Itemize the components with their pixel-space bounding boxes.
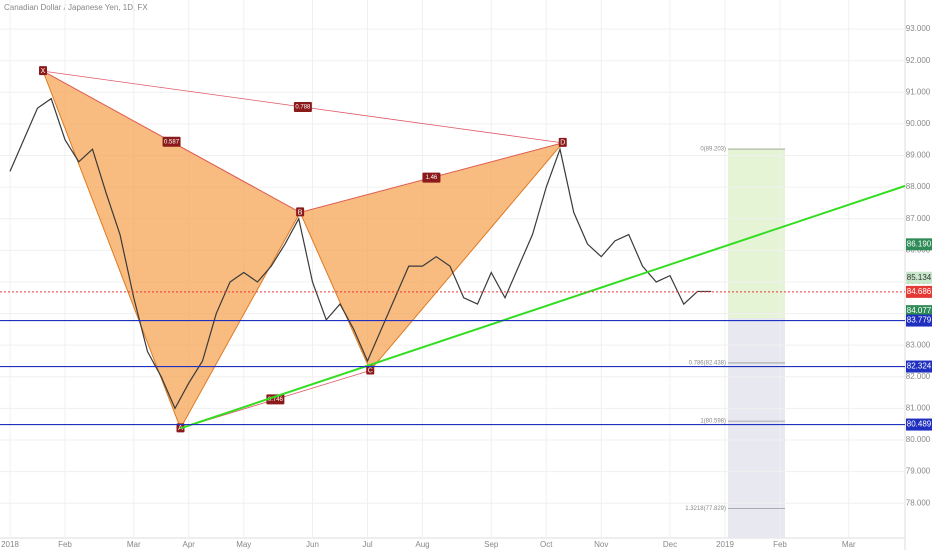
price-line [9, 97, 712, 410]
price-tag-label: 84.077 [907, 306, 932, 315]
point-badge [39, 66, 47, 76]
y-tick-label: 91.000 [906, 87, 931, 96]
y-tick-label: 88.000 [906, 182, 931, 191]
x-tick-label: Jul [362, 540, 372, 549]
position-profit-zone [728, 148, 785, 318]
ratio-label: 0.587 [164, 139, 180, 145]
ratio-badge [266, 394, 285, 405]
x-tick-label: Feb [773, 540, 787, 549]
y-tick-label: 78.000 [906, 498, 931, 507]
y-tick-label: 82.000 [906, 372, 931, 381]
x-tick-label: Dec [663, 540, 677, 549]
price-tag [906, 360, 932, 373]
price-tag [906, 238, 932, 251]
x-tick-label: Jun [306, 540, 319, 549]
x-tick-label: Aug [415, 540, 429, 549]
y-tick-label: 83.000 [906, 340, 931, 349]
point-badge [558, 137, 567, 147]
price-tag [906, 305, 932, 318]
ratio-label: 0.788 [295, 105, 311, 111]
x-tick-label: Apr [183, 540, 196, 549]
y-tick-label: 89.000 [906, 151, 931, 160]
ratio-label: 1.46 [426, 175, 438, 181]
fib-label: 0(89.203) [700, 147, 726, 153]
chart-title: Canadian Dollar / Japanese Yen, 1D, FX [4, 3, 148, 12]
price-tag-label: 85.134 [907, 273, 932, 282]
x-tick-label: Mar [842, 540, 856, 549]
point-label: C [368, 367, 373, 374]
position-loss-zone [728, 318, 785, 538]
price-tag-label: 82.324 [907, 362, 932, 371]
price-tag [906, 314, 932, 327]
point-badge [366, 365, 375, 375]
price-tag [906, 271, 932, 284]
y-tick-label: 80.000 [906, 435, 931, 444]
fib-label: 1.3218(77.829) [685, 506, 726, 512]
y-tick-label: 79.000 [906, 467, 931, 476]
point-label: X [41, 68, 46, 75]
x-tick-label: May [236, 540, 251, 549]
y-tick-label: 90.000 [906, 119, 931, 128]
point-label: B [298, 209, 303, 216]
point-badge [296, 207, 305, 217]
x-tick-label: 2019 [716, 540, 734, 549]
y-tick-label: 92.000 [906, 56, 931, 65]
ratio-label: 0.746 [268, 397, 284, 403]
price-tag-label: 83.779 [907, 316, 932, 325]
y-tick-label: 81.000 [906, 404, 931, 413]
price-tag-label: 80.489 [907, 420, 932, 429]
ratio-badge [422, 172, 441, 183]
price-tag [906, 285, 932, 298]
fib-label: 1(80.598) [700, 419, 726, 425]
x-tick-label: 2018 [1, 540, 19, 549]
y-tick-label: 87.000 [906, 214, 931, 223]
fib-label: 0.786(82.438) [689, 361, 726, 367]
point-label: D [560, 140, 565, 147]
x-tick-label: Feb [58, 540, 72, 549]
x-tick-label: Nov [594, 540, 608, 549]
x-tick-label: Mar [127, 540, 141, 549]
price-tag [906, 418, 932, 431]
trendline [180, 184, 906, 430]
ratio-badge [293, 101, 312, 112]
x-tick-label: Oct [540, 540, 553, 549]
price-tag-label: 86.190 [907, 239, 932, 248]
x-tick-label: Sep [484, 540, 499, 549]
y-tick-label: 93.000 [906, 24, 931, 33]
price-tag-label: 84.686 [907, 287, 932, 296]
ratio-badge [162, 136, 181, 147]
